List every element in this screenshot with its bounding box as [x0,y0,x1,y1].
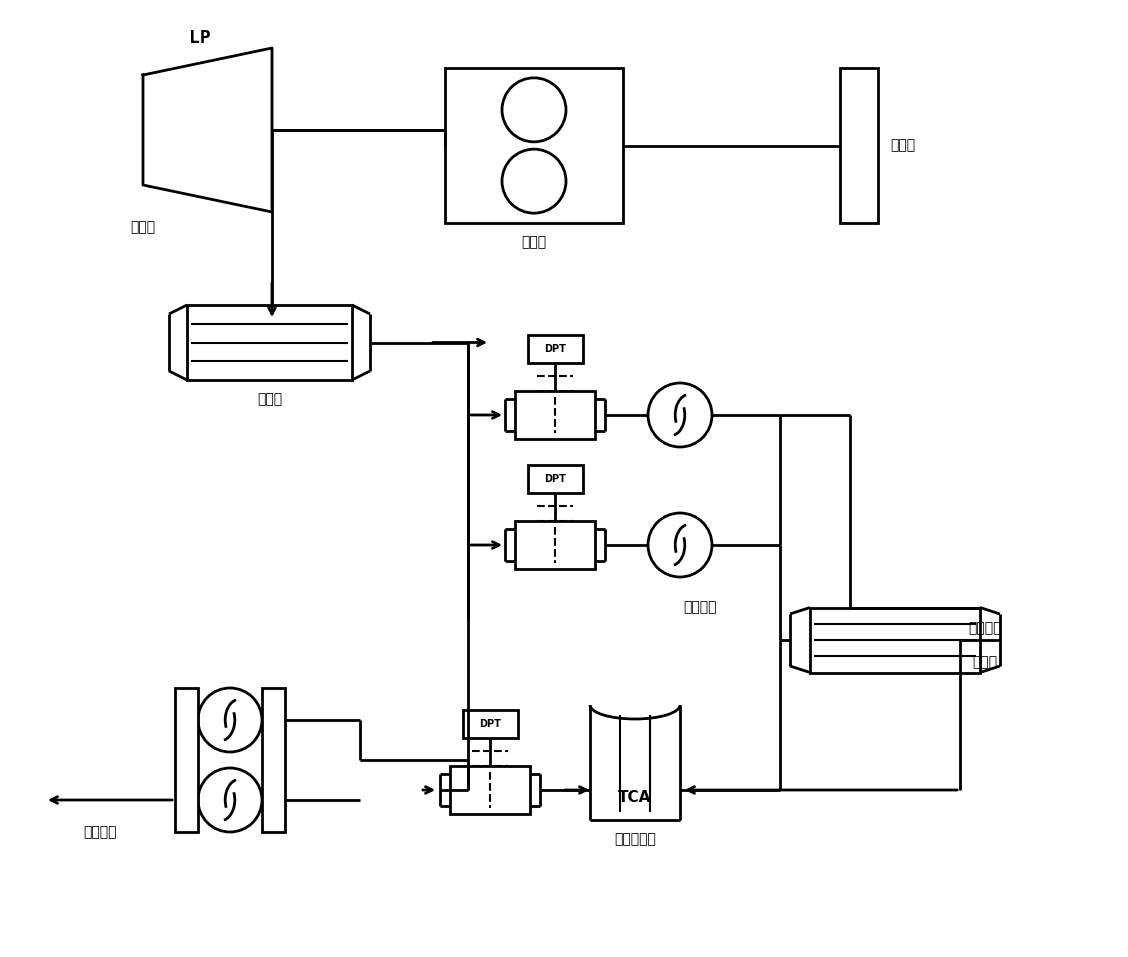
Text: DPT: DPT [479,719,501,729]
Text: 汽轮机: 汽轮机 [131,220,156,234]
Text: 冷却器: 冷却器 [972,655,997,669]
Text: 轴封蒸气: 轴封蒸气 [968,621,1002,635]
Bar [262,688,285,832]
Text: 凝结水泵: 凝结水泵 [684,600,716,614]
Bar [528,465,582,493]
Text: DPT: DPT [544,344,566,354]
Circle shape [199,688,262,752]
Text: 真空泵: 真空泵 [521,235,547,249]
Bar [840,68,878,223]
Text: LP: LP [190,29,211,47]
Bar [446,68,623,223]
Bar [450,766,530,814]
Text: TCA: TCA [618,790,652,806]
Text: DPT: DPT [544,474,566,484]
Bar [515,521,594,569]
Text: 空气冷却器: 空气冷却器 [614,832,656,846]
Bar [810,608,980,673]
Circle shape [647,513,712,577]
Bar [187,305,352,380]
Circle shape [647,383,712,447]
Bar [462,710,518,738]
Bar [515,391,594,439]
Text: 凝汽器: 凝汽器 [257,392,282,406]
Circle shape [199,768,262,832]
Circle shape [502,149,566,213]
Text: 余热锅炉: 余热锅炉 [83,825,117,839]
Bar [175,688,199,832]
Circle shape [502,78,566,142]
Text: 排气管: 排气管 [890,139,915,152]
Bar [528,335,582,363]
